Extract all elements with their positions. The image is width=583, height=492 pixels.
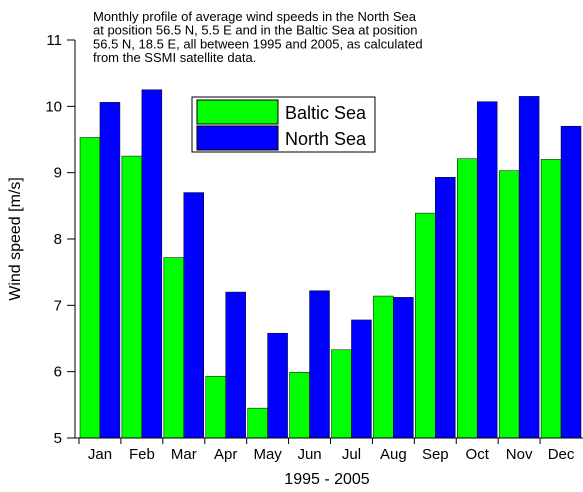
bar bbox=[205, 376, 226, 439]
bar bbox=[183, 192, 205, 439]
x-tick-label: Jul bbox=[342, 446, 361, 463]
bar bbox=[476, 101, 498, 439]
bar bbox=[99, 102, 121, 439]
bar bbox=[79, 137, 101, 439]
bar bbox=[457, 158, 478, 439]
x-tick-label: Sep bbox=[422, 446, 449, 463]
legend-swatch bbox=[196, 125, 279, 151]
bar bbox=[225, 291, 246, 439]
legend-swatch bbox=[196, 99, 279, 125]
y-axis-label: Wind speed [m/s] bbox=[7, 177, 24, 301]
chart-title: at position 56.5 N, 5.5 E and in the Bal… bbox=[93, 23, 418, 38]
bar bbox=[163, 257, 185, 439]
legend-label: North Sea bbox=[285, 129, 367, 149]
x-tick-label: May bbox=[253, 446, 282, 463]
x-tick-label: Oct bbox=[466, 446, 490, 463]
y-tick-label: 10 bbox=[45, 98, 62, 115]
bar bbox=[141, 89, 163, 439]
x-tick-label: Jan bbox=[88, 446, 112, 463]
chart-title: 56.5 N, 18.5 E, all between 1995 and 200… bbox=[93, 36, 423, 51]
bar bbox=[121, 155, 143, 439]
x-tick-label: Jun bbox=[297, 446, 321, 463]
x-tick-label: Nov bbox=[506, 446, 533, 463]
bar bbox=[415, 212, 436, 439]
y-tick-label: 7 bbox=[54, 297, 62, 314]
bar bbox=[309, 290, 330, 439]
y-tick-label: 8 bbox=[54, 231, 62, 248]
y-tick-label: 9 bbox=[54, 165, 62, 182]
bar bbox=[498, 170, 520, 439]
bar bbox=[331, 349, 352, 439]
bar bbox=[247, 407, 268, 439]
bar bbox=[351, 319, 372, 439]
y-tick-label: 6 bbox=[54, 364, 62, 381]
y-tick-label: 11 bbox=[46, 32, 62, 49]
legend-label: Baltic Sea bbox=[285, 103, 367, 123]
y-tick-label: 5 bbox=[54, 430, 62, 447]
x-tick-label: Dec bbox=[548, 446, 575, 463]
bar bbox=[267, 332, 288, 439]
chart-title: from the SSMI satellite data. bbox=[93, 50, 256, 65]
x-tick-label: Feb bbox=[129, 446, 155, 463]
x-tick-label: Mar bbox=[171, 446, 197, 463]
bar bbox=[540, 159, 562, 439]
bar bbox=[373, 295, 394, 439]
bar bbox=[393, 297, 414, 439]
bar bbox=[435, 177, 456, 439]
bar bbox=[560, 125, 582, 439]
bar bbox=[518, 96, 540, 439]
x-axis-label: 1995 - 2005 bbox=[284, 471, 370, 488]
bar bbox=[289, 372, 310, 439]
chart-title: Monthly profile of average wind speeds i… bbox=[93, 9, 417, 24]
x-tick-label: Apr bbox=[214, 446, 237, 463]
x-tick-label: Aug bbox=[380, 446, 407, 463]
